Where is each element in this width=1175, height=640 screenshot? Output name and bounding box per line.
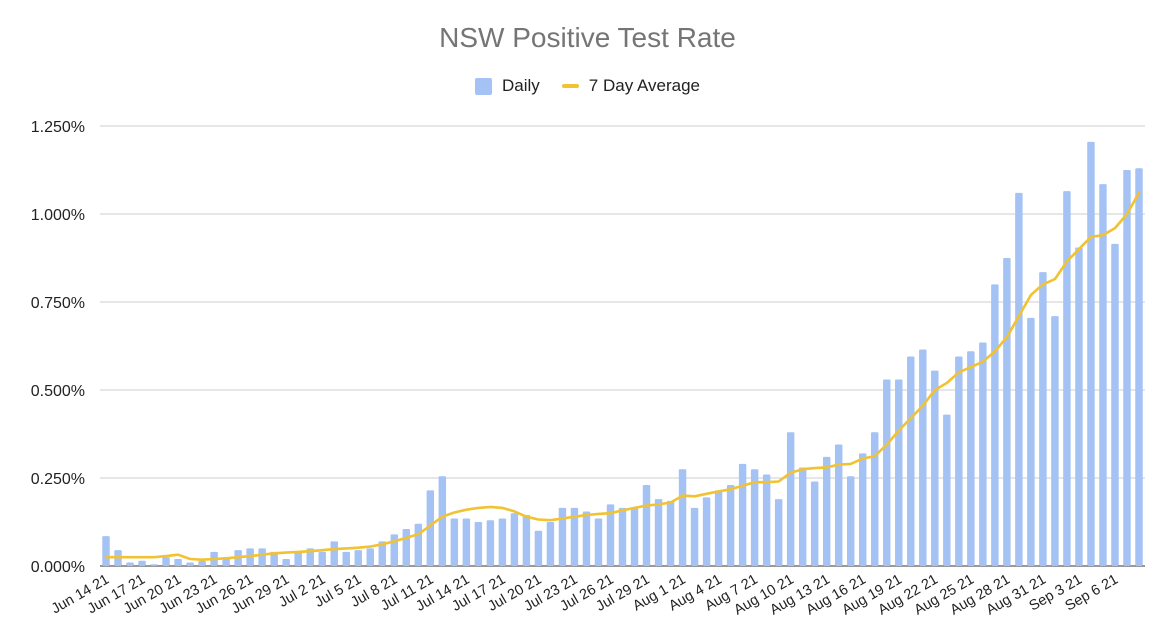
bar bbox=[570, 507, 579, 566]
bar bbox=[258, 548, 266, 566]
bar bbox=[138, 560, 146, 566]
bar bbox=[967, 351, 975, 566]
bar bbox=[474, 522, 483, 566]
bar bbox=[426, 490, 435, 566]
bar bbox=[318, 551, 326, 566]
y-tick-label: 1.250% bbox=[31, 119, 85, 136]
legend-swatch-daily bbox=[474, 77, 492, 95]
bar bbox=[1039, 272, 1047, 566]
bar bbox=[798, 467, 807, 566]
y-tick-label: 0.750% bbox=[31, 295, 85, 312]
legend-label-average: 7 Day Average bbox=[588, 76, 700, 95]
bar bbox=[1027, 317, 1035, 566]
bar bbox=[438, 476, 447, 566]
bar bbox=[714, 490, 723, 566]
legend-label-daily: Daily bbox=[501, 76, 540, 95]
bar bbox=[162, 557, 170, 566]
bar bbox=[198, 560, 206, 566]
bar bbox=[1075, 247, 1083, 566]
bar bbox=[294, 551, 302, 566]
bar bbox=[859, 453, 867, 566]
bar bbox=[1135, 168, 1143, 567]
bar bbox=[630, 507, 639, 566]
bar bbox=[991, 284, 999, 566]
bar bbox=[979, 342, 987, 566]
bar bbox=[955, 356, 963, 566]
bar bbox=[126, 562, 134, 566]
y-tick-label: 0.250% bbox=[31, 471, 85, 488]
bar bbox=[414, 523, 423, 566]
bar bbox=[726, 485, 735, 566]
bar bbox=[606, 504, 615, 566]
bar bbox=[270, 551, 278, 566]
bar bbox=[1111, 243, 1119, 567]
bar bbox=[150, 564, 158, 566]
bar bbox=[642, 485, 651, 566]
bar bbox=[1123, 170, 1131, 566]
bar bbox=[883, 379, 891, 566]
bar bbox=[522, 514, 531, 566]
bar bbox=[282, 558, 290, 566]
bar bbox=[810, 481, 819, 566]
bar bbox=[834, 444, 843, 566]
bar bbox=[895, 379, 903, 566]
bar bbox=[402, 529, 411, 566]
bar bbox=[462, 518, 471, 566]
bar bbox=[1087, 141, 1095, 566]
bar bbox=[546, 522, 555, 566]
bar bbox=[510, 513, 519, 566]
bar bbox=[450, 518, 459, 566]
bar bbox=[102, 536, 110, 566]
bar bbox=[1099, 184, 1107, 566]
chart-title: NSW Positive Test Rate bbox=[439, 22, 736, 53]
bar bbox=[330, 541, 338, 566]
bar bbox=[618, 507, 627, 566]
bar bbox=[762, 474, 771, 566]
bar bbox=[846, 476, 855, 566]
bar bbox=[943, 414, 951, 566]
legend: Daily 7 Day Average bbox=[0, 76, 1175, 96]
bar bbox=[871, 432, 879, 566]
average-line bbox=[104, 191, 1141, 562]
bar bbox=[786, 432, 795, 566]
bar bbox=[1015, 192, 1023, 566]
bar bbox=[750, 469, 759, 566]
bar bbox=[738, 463, 747, 566]
bar bbox=[390, 534, 399, 566]
bar bbox=[582, 511, 591, 566]
y-tick-label: 1.000% bbox=[31, 207, 85, 224]
legend-item-daily[interactable]: Daily bbox=[474, 76, 540, 96]
bar bbox=[774, 499, 783, 566]
bar bbox=[1051, 316, 1059, 566]
bar bbox=[498, 518, 507, 566]
bar bbox=[486, 520, 495, 566]
bar bbox=[654, 499, 663, 566]
bar bbox=[306, 548, 314, 566]
bar bbox=[678, 469, 687, 566]
bar bbox=[366, 548, 374, 566]
bar bbox=[342, 551, 350, 566]
bar bbox=[822, 456, 831, 566]
bar bbox=[174, 558, 182, 566]
y-tick-label: 0.000% bbox=[31, 559, 85, 576]
bar bbox=[594, 518, 603, 566]
bar bbox=[354, 550, 362, 566]
legend-swatch-average bbox=[561, 84, 579, 88]
legend-item-average[interactable]: 7 Day Average bbox=[561, 76, 700, 96]
bar bbox=[907, 356, 915, 566]
bar bbox=[666, 500, 675, 566]
bar bbox=[1063, 191, 1071, 566]
bar bbox=[1003, 258, 1011, 566]
bar bbox=[931, 370, 939, 566]
bar bbox=[186, 562, 194, 566]
y-tick-label: 0.500% bbox=[31, 383, 85, 400]
bar bbox=[919, 349, 927, 566]
bar bbox=[702, 497, 711, 566]
bar bbox=[534, 530, 543, 566]
bar bbox=[378, 541, 386, 566]
bar bbox=[558, 507, 567, 566]
bar bbox=[690, 507, 699, 566]
